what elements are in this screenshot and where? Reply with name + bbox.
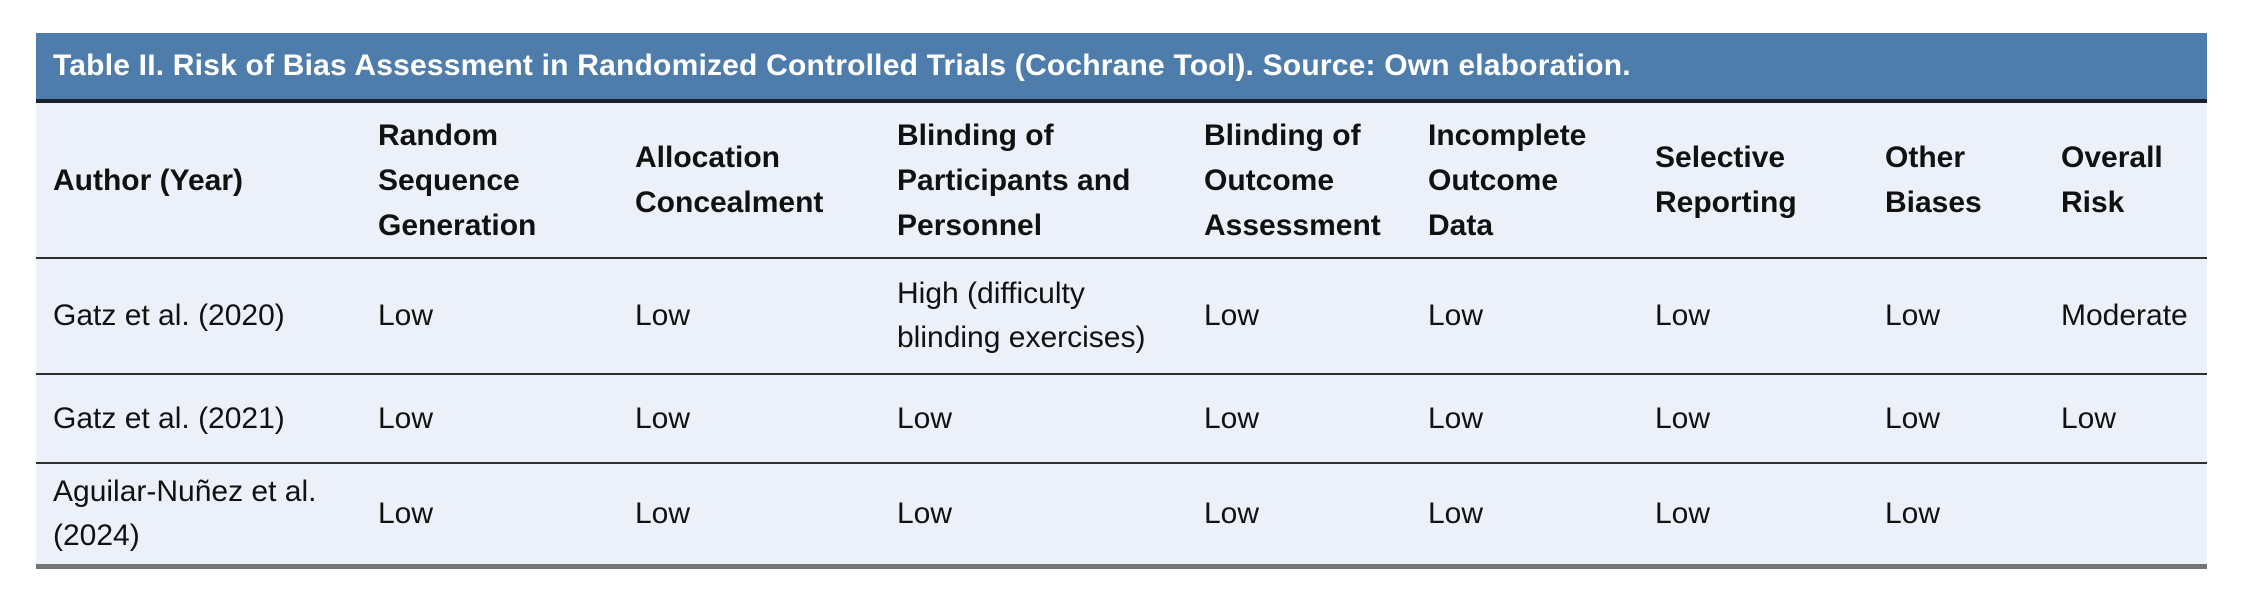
cell-r1-c3: Low xyxy=(880,374,1187,464)
cell-r1-c6: Low xyxy=(1638,374,1868,464)
cell-r1-c1: Low xyxy=(361,374,618,464)
cell-r1-c4: Low xyxy=(1187,374,1411,464)
author-cell-0: Gatz et al. (2020) xyxy=(36,258,361,375)
header-cell-0: Author (Year) xyxy=(36,103,361,259)
cell-r1-c2: Low xyxy=(618,374,880,464)
author-cell-1: Gatz et al. (2021) xyxy=(36,374,361,464)
cell-r2-c4: Low xyxy=(1187,463,1411,569)
cell-r0-c4: Low xyxy=(1187,258,1411,375)
cell-r2-c8 xyxy=(2044,463,2207,569)
cell-r1-c8: Low xyxy=(2044,374,2207,464)
table-row-2: Aguilar-Nuñez et al. (2024) Low Low Low Low L… xyxy=(36,463,2207,569)
header-cell-6: Selective Reporting xyxy=(1638,103,1868,259)
cell-r0-c1: Low xyxy=(361,258,618,375)
cell-r0-c6: Low xyxy=(1638,258,1868,375)
cell-r1-c5: Low xyxy=(1411,374,1638,464)
table-body: Gatz et al. (2020) Low Low High (difficulty… xyxy=(36,258,2207,569)
cell-r0-c5: Low xyxy=(1411,258,1638,375)
cell-r2-c5: Low xyxy=(1411,463,1638,569)
table-row-1: Gatz et al. (2021) Low Low Low Low Low Low Low L… xyxy=(36,374,2207,464)
cell-r0-c7: Low xyxy=(1868,258,2044,375)
header-cell-4: Blinding of Outcome Assessment xyxy=(1187,103,1411,259)
header-row: Author (Year) Random Sequence Generation A… xyxy=(36,103,2207,259)
table-header: Author (Year) Random Sequence Generation A… xyxy=(36,103,2207,259)
cell-r2-c6: Low xyxy=(1638,463,1868,569)
header-cell-5: Incomplete Outcome Data xyxy=(1411,103,1638,259)
cell-r2-c7: Low xyxy=(1868,463,2044,569)
rob-table: Author (Year) Random Sequence Generation A… xyxy=(36,103,2207,569)
author-cell-2: Aguilar-Nuñez et al. (2024) xyxy=(36,463,361,569)
table-title: Table II. Risk of Bias Assessment in Ran… xyxy=(53,49,1631,82)
header-cell-1: Random Sequence Generation xyxy=(361,103,618,259)
header-cell-7: Other Biases xyxy=(1868,103,2044,259)
table-title-bar: Table II. Risk of Bias Assessment in Ran… xyxy=(36,33,2207,103)
cell-r2-c1: Low xyxy=(361,463,618,569)
header-cell-8: Overall Risk xyxy=(2044,103,2207,259)
risk-of-bias-table: Table II. Risk of Bias Assessment in Ran… xyxy=(36,33,2207,569)
cell-r0-c8: Moderate xyxy=(2044,258,2207,375)
cell-r1-c7: Low xyxy=(1868,374,2044,464)
header-cell-3: Blinding of Participants and Personnel xyxy=(880,103,1187,259)
cell-r0-c3: High (difficulty blinding exercises) xyxy=(880,258,1187,375)
cell-r0-c2: Low xyxy=(618,258,880,375)
cell-r2-c3: Low xyxy=(880,463,1187,569)
table-row-0: Gatz et al. (2020) Low Low High (difficulty… xyxy=(36,258,2207,375)
cell-r2-c2: Low xyxy=(618,463,880,569)
header-cell-2: Allocation Concealment xyxy=(618,103,880,259)
